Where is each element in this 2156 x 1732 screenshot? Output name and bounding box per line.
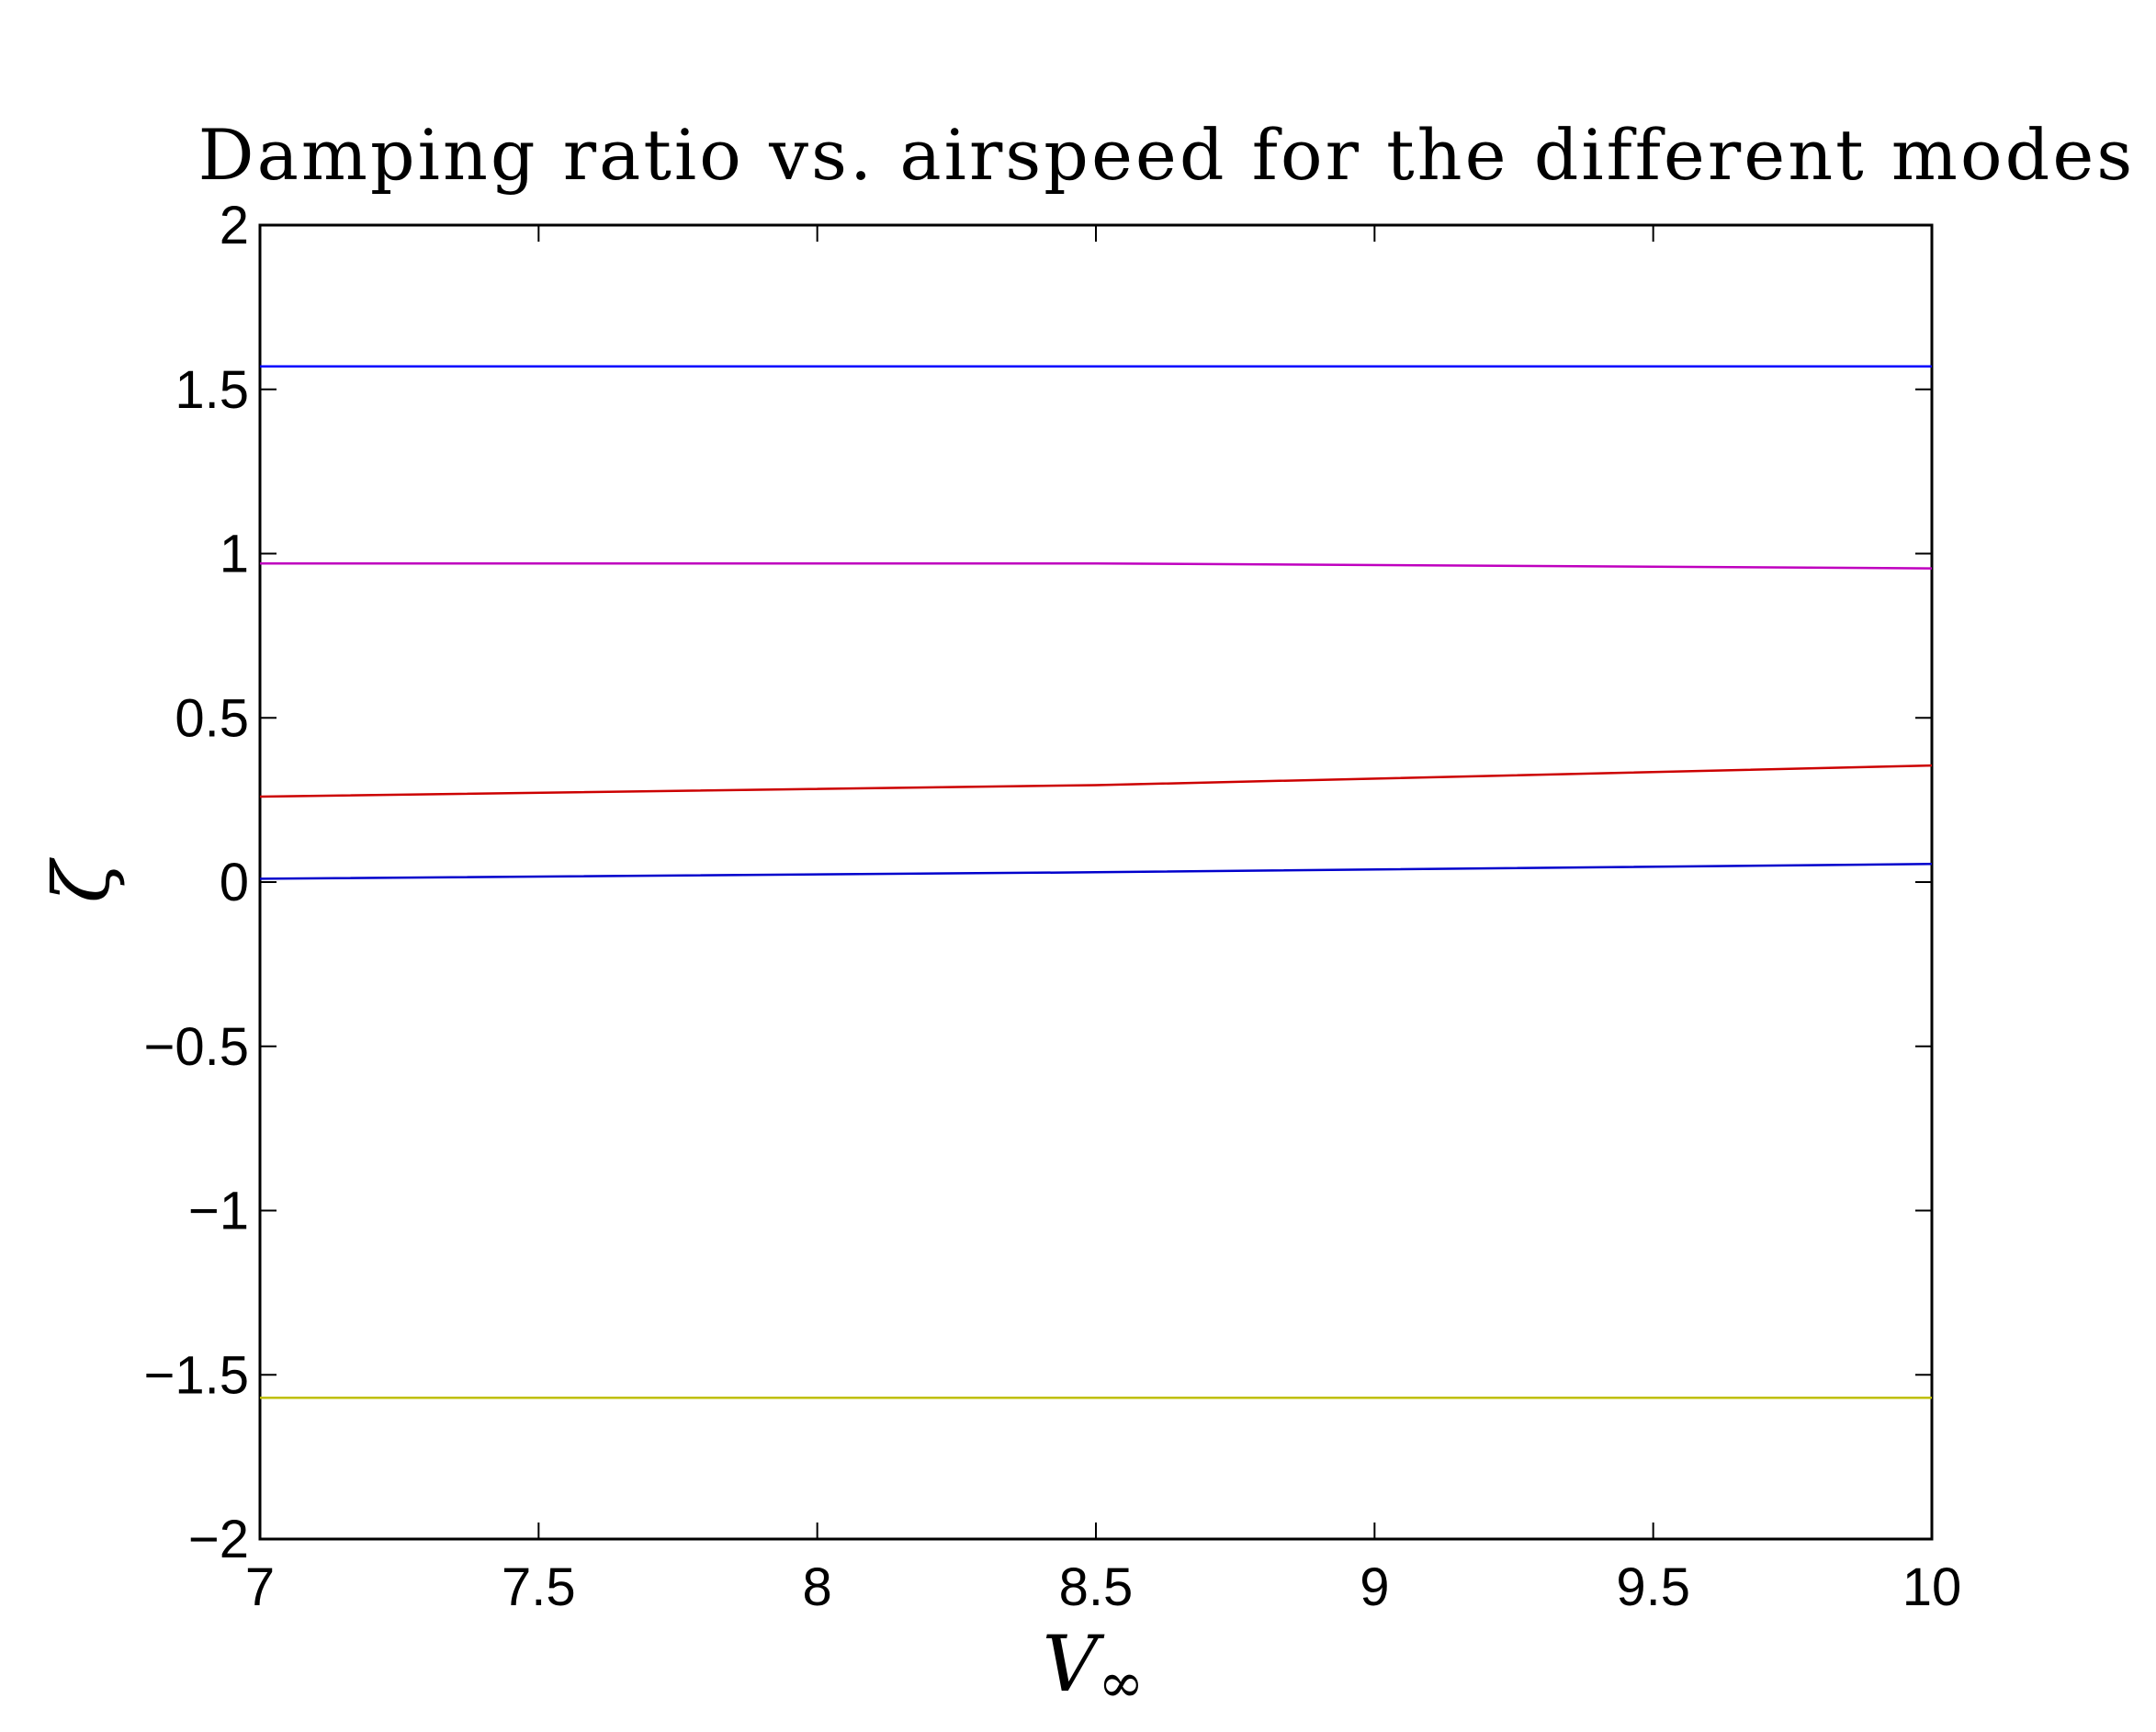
x-tick-label: 7.5 xyxy=(502,1557,576,1617)
ticks-layer xyxy=(259,224,1933,1540)
series-line-3 xyxy=(259,764,1933,798)
series-line-2 xyxy=(260,561,1933,570)
y-tick-label: 0.5 xyxy=(175,688,249,748)
y-axis-label: ζ xyxy=(37,857,127,903)
y-tick-label: −1 xyxy=(188,1182,249,1241)
y-tick-label: −1.5 xyxy=(144,1345,250,1405)
chart-title: Damping ratio vs. airspeed for the diffe… xyxy=(198,114,2136,196)
y-tick-label: 0 xyxy=(220,853,249,912)
x-tick-label: 9.5 xyxy=(1616,1557,1690,1617)
tick-labels: 7 7.5 8 8.5 9 9.5 10 −2 −1.5 −1 −0.5 0 0.5 1 1.5 2 xyxy=(144,196,1962,1617)
y-tick-label: 1 xyxy=(220,525,249,584)
x-axis-label-main: V xyxy=(1043,1619,1105,1709)
x-tick-label: 8 xyxy=(803,1557,832,1617)
y-tick-label: −2 xyxy=(188,1510,249,1569)
plot-area xyxy=(258,223,1934,1541)
x-tick-label: 9 xyxy=(1360,1557,1389,1617)
y-tick-label: −0.5 xyxy=(144,1017,250,1077)
series-line-4 xyxy=(259,863,1933,880)
x-tick-label: 10 xyxy=(1902,1557,1962,1617)
series-layer xyxy=(259,365,1933,1399)
y-tick-label: 2 xyxy=(220,196,249,255)
x-axis-label: V∞ xyxy=(1043,1619,1145,1715)
y-tick-label: 1.5 xyxy=(175,360,249,420)
x-axis-label-subscript: ∞ xyxy=(1098,1651,1144,1715)
x-tick-label: 8.5 xyxy=(1059,1557,1134,1617)
x-tick-label: 7 xyxy=(245,1557,275,1617)
